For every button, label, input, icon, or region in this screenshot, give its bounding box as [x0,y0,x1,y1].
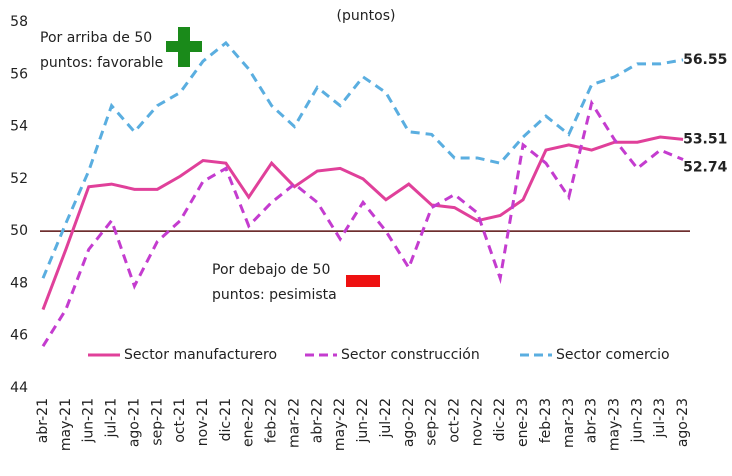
annotation: puntos: pesimista [212,287,337,303]
x-tick-label: jul-21 [104,398,120,439]
annotation: Por arriba de 50 [40,30,152,46]
x-tick-label: jun-23 [629,398,645,444]
chart-title: (puntos) [337,8,396,24]
x-tick-label: feb-22 [264,398,280,443]
legend-label: Sector comercio [556,347,670,363]
series-line [41,40,684,279]
x-tick-label: abr-22 [309,398,325,443]
plus-icon [166,27,202,67]
y-tick-label: 52 [10,171,28,187]
x-tick-label: sep-21 [149,398,165,446]
x-tick-label: jun-21 [81,398,97,444]
x-tick-label: jul-23 [652,398,668,439]
y-tick-label: 54 [10,119,28,135]
y-tick-label: 50 [10,223,28,239]
x-tick-label: ene-23 [515,398,531,447]
legend-label: Sector construcción [341,347,480,363]
x-tick-label: may-23 [607,398,623,451]
y-tick-label: 58 [10,14,28,30]
minus-icon [346,275,380,287]
series-line [41,99,684,347]
x-tick-label: may-21 [58,398,74,451]
x-tick-label: nov-22 [469,398,485,446]
y-tick-label: 44 [10,380,28,396]
legend-label: Sector manufacturero [124,347,277,363]
x-tick-label: nov-21 [195,398,211,446]
x-tick-label: jul-22 [378,398,394,439]
end-label: 53.51 [683,131,727,147]
x-tick-label: ago-22 [401,398,417,447]
x-tick-label: feb-23 [538,398,554,443]
x-tick-label: ago-23 [675,398,691,447]
x-tick-label: abr-21 [35,398,51,443]
x-tick-label: ago-21 [126,398,142,447]
x-tick-label: dic-21 [218,398,234,441]
y-tick-label: 56 [10,66,28,82]
x-tick-label: oct-22 [446,398,462,443]
series-line [41,135,684,311]
x-tick-label: oct-21 [172,398,188,443]
x-tick-label: abr-23 [584,398,600,443]
annotation: puntos: favorable [40,55,163,71]
x-tick-label: mar-22 [286,398,302,448]
x-tick-label: jun-22 [355,398,371,444]
y-tick-label: 48 [10,275,28,291]
end-label: 56.55 [683,52,727,68]
end-label: 52.74 [683,160,728,176]
x-tick-label: sep-22 [424,398,440,446]
annotation: Por debajo de 50 [212,262,330,278]
y-tick-label: 46 [10,328,28,344]
x-tick-label: dic-22 [492,398,508,441]
x-tick-label: ene-22 [241,398,257,447]
x-tick-label: mar-23 [561,398,577,448]
x-tick-label: may-22 [332,398,348,451]
